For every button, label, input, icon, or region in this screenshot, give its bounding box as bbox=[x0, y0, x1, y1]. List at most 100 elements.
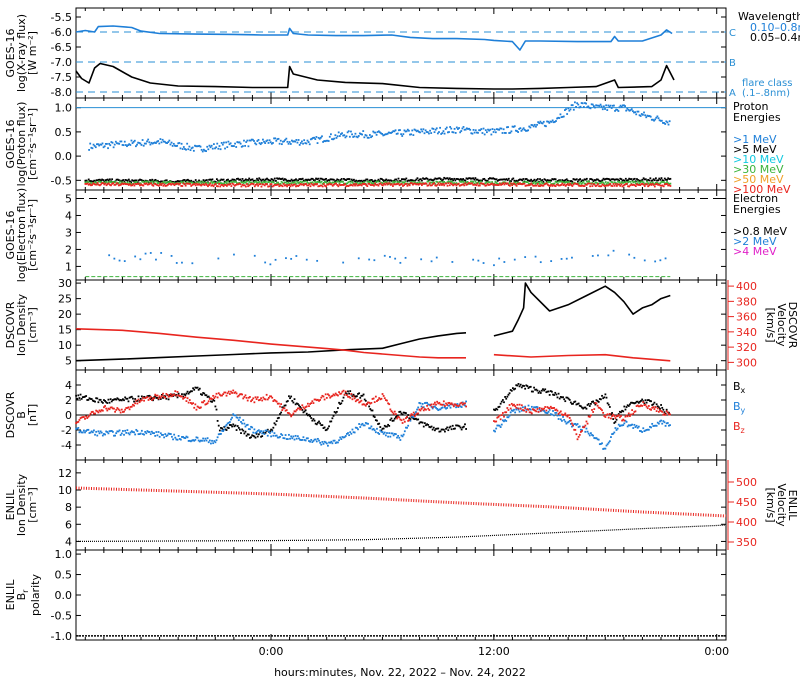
series-point bbox=[426, 180, 429, 183]
series-point bbox=[644, 429, 647, 432]
series-point bbox=[328, 179, 331, 182]
series-point bbox=[560, 258, 563, 260]
series-point bbox=[110, 429, 113, 432]
series-point bbox=[93, 400, 95, 403]
series-point bbox=[317, 181, 320, 183]
series-point bbox=[382, 427, 385, 430]
series-point bbox=[470, 177, 472, 180]
series-point bbox=[642, 401, 645, 404]
series-point bbox=[154, 395, 157, 398]
series-point bbox=[429, 181, 432, 184]
series-point bbox=[352, 395, 355, 398]
series-point bbox=[403, 181, 405, 184]
y-tick-label: 8 bbox=[65, 501, 72, 514]
series-point bbox=[653, 179, 656, 182]
series-point bbox=[561, 182, 564, 185]
series-point bbox=[286, 140, 289, 143]
series-point bbox=[189, 180, 192, 183]
series-point bbox=[662, 420, 665, 422]
series-point bbox=[573, 423, 576, 426]
series-point bbox=[156, 179, 159, 182]
series-point bbox=[246, 179, 248, 182]
series-point bbox=[610, 413, 612, 416]
series-point bbox=[652, 406, 655, 409]
series-point bbox=[334, 392, 337, 395]
series-point bbox=[273, 177, 276, 180]
series-point bbox=[564, 109, 566, 112]
series-point bbox=[360, 133, 362, 135]
series-point bbox=[277, 183, 280, 186]
series-point bbox=[547, 390, 550, 393]
series-point bbox=[596, 438, 599, 441]
series-point bbox=[659, 259, 662, 262]
series-point bbox=[84, 183, 87, 185]
series-point bbox=[599, 182, 602, 185]
series-point bbox=[388, 181, 391, 184]
series-point bbox=[608, 183, 610, 186]
series-point bbox=[497, 179, 500, 181]
series-point bbox=[558, 414, 561, 417]
series-point bbox=[207, 148, 210, 151]
series-point bbox=[382, 184, 384, 187]
series-point bbox=[100, 181, 102, 183]
series-point bbox=[546, 181, 549, 184]
series-point bbox=[182, 180, 185, 183]
series-point bbox=[366, 136, 369, 139]
series-point bbox=[462, 180, 465, 183]
series-point bbox=[429, 129, 431, 132]
series-point bbox=[593, 408, 596, 410]
series-point bbox=[270, 435, 272, 438]
series-point bbox=[448, 177, 451, 180]
series-point bbox=[189, 390, 192, 393]
series-point bbox=[329, 183, 332, 186]
series-point bbox=[409, 419, 412, 422]
series-point bbox=[410, 181, 413, 183]
series-point bbox=[577, 182, 579, 185]
series-point bbox=[608, 406, 611, 408]
series-point bbox=[506, 126, 508, 129]
series-point bbox=[349, 390, 352, 392]
series-point bbox=[472, 258, 475, 261]
series-point bbox=[554, 409, 557, 411]
series-point bbox=[161, 434, 163, 436]
series-point bbox=[503, 261, 506, 263]
series-point bbox=[202, 183, 205, 186]
series-point bbox=[635, 113, 638, 116]
series-point bbox=[146, 140, 148, 143]
series-point bbox=[586, 404, 589, 406]
series-point bbox=[455, 404, 457, 406]
series-point bbox=[293, 140, 296, 143]
y-axis-label: ENLILBrpolarity bbox=[4, 574, 42, 616]
series-point bbox=[158, 184, 160, 187]
series-point bbox=[402, 185, 404, 187]
series-point bbox=[664, 412, 667, 415]
series-point bbox=[542, 388, 544, 391]
series-point bbox=[88, 180, 91, 183]
series-point bbox=[543, 183, 546, 186]
series-point bbox=[540, 184, 543, 187]
series-point bbox=[624, 181, 627, 183]
series-point bbox=[234, 414, 237, 417]
series-point bbox=[517, 131, 519, 133]
series-point bbox=[621, 104, 624, 107]
series-point bbox=[328, 394, 330, 397]
series-point bbox=[378, 182, 381, 185]
series-point bbox=[393, 417, 396, 420]
series-point bbox=[621, 419, 623, 422]
y-axis-label: DSCOVRB[nT] bbox=[4, 391, 39, 438]
series-point bbox=[160, 252, 163, 254]
series-point bbox=[217, 147, 220, 150]
series-point bbox=[578, 404, 581, 407]
series-point bbox=[557, 412, 560, 415]
series-point bbox=[548, 394, 551, 396]
series-point bbox=[603, 178, 606, 181]
series-point bbox=[606, 413, 609, 416]
series-point bbox=[128, 408, 131, 411]
series-point bbox=[145, 432, 148, 435]
series-point bbox=[130, 181, 132, 184]
series-point bbox=[640, 430, 642, 433]
series-point bbox=[253, 254, 256, 257]
series-point bbox=[309, 403, 311, 405]
series-point bbox=[651, 181, 654, 184]
series-point bbox=[407, 179, 410, 182]
